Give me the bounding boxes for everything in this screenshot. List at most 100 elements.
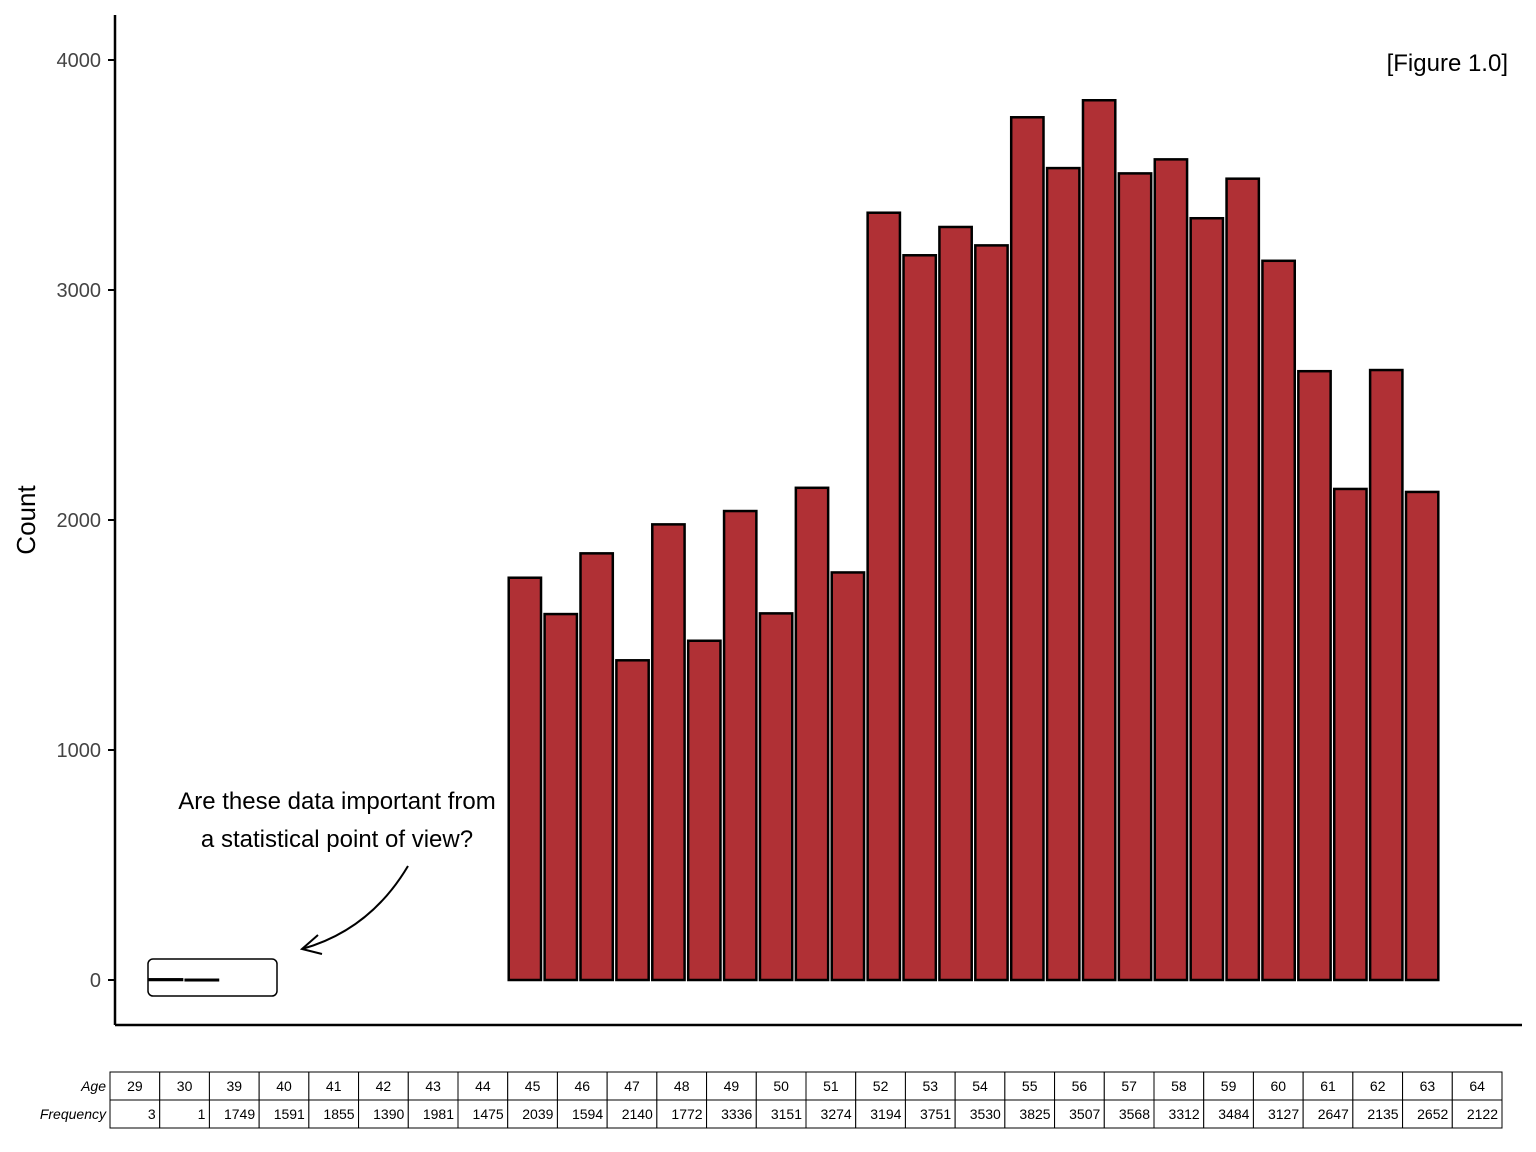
table-frequency-value: 3194 — [870, 1106, 901, 1122]
table-frequency-value: 2140 — [622, 1106, 653, 1122]
table-frequency-value: 3 — [148, 1106, 156, 1122]
table-cell-frequency — [805, 1099, 857, 1129]
table-age-value: 58 — [1171, 1078, 1187, 1094]
table-frequency-value: 3507 — [1069, 1106, 1100, 1122]
table-age-value: 52 — [873, 1078, 889, 1094]
table-age-value: 61 — [1320, 1078, 1336, 1094]
annotation-arrowhead — [299, 934, 323, 955]
table-age-value: 56 — [1072, 1078, 1088, 1094]
table-age-value: 57 — [1121, 1078, 1137, 1094]
table-cell-frequency — [358, 1099, 409, 1129]
table-age-value: 53 — [922, 1078, 938, 1094]
annotation-box — [147, 958, 278, 997]
table-cell-frequency — [407, 1099, 459, 1129]
table-cell-age — [954, 1071, 1006, 1101]
table-age-value: 50 — [773, 1078, 789, 1094]
table-cell-age — [755, 1071, 807, 1101]
table-frequency-value: 3336 — [721, 1106, 752, 1122]
table-frequency-value: 1594 — [572, 1106, 603, 1122]
table-cell-frequency — [1153, 1099, 1205, 1129]
table-frequency-value: 1591 — [274, 1106, 305, 1122]
table-cell-frequency — [904, 1099, 956, 1129]
y-tick-label: 4000 — [57, 50, 102, 72]
table-row-label-frequency: Frequency — [40, 1106, 107, 1122]
table-age-value: 41 — [326, 1078, 342, 1094]
table-cell-frequency — [1103, 1099, 1155, 1129]
table-age-value: 42 — [376, 1078, 392, 1094]
y-tick-label: 2000 — [57, 510, 102, 532]
table-cell-age — [706, 1071, 757, 1101]
bar — [938, 225, 973, 982]
table-cell-age — [457, 1071, 509, 1101]
table-cell-frequency — [1203, 1099, 1254, 1129]
table-frequency-value: 3151 — [771, 1106, 802, 1122]
table-cell-age — [159, 1071, 210, 1101]
table-age-value: 40 — [276, 1078, 292, 1094]
table-age-value: 48 — [674, 1078, 690, 1094]
table-age-value: 55 — [1022, 1078, 1038, 1094]
annotation-line-1: Are these data important from — [178, 788, 495, 815]
table-age-value: 47 — [624, 1078, 640, 1094]
table-frequency-value: 3530 — [970, 1106, 1001, 1122]
bar — [1153, 158, 1189, 982]
table-age-value: 30 — [177, 1078, 193, 1094]
table-cell-age — [407, 1071, 459, 1101]
table-cell-age — [556, 1071, 608, 1101]
table-age-value: 62 — [1370, 1078, 1386, 1094]
table-cell-frequency — [1352, 1099, 1404, 1129]
bar — [1332, 487, 1368, 982]
bar — [579, 552, 615, 982]
table-age-value: 60 — [1270, 1078, 1286, 1094]
table-cell-frequency — [1252, 1099, 1304, 1129]
bar — [615, 659, 650, 982]
y-tick-label: 1000 — [57, 740, 102, 762]
table-frequency-value: 3484 — [1218, 1106, 1249, 1122]
table-frequency-value: 2039 — [522, 1106, 553, 1122]
table-cell-frequency — [1054, 1099, 1105, 1129]
table-frequency-value: 1981 — [423, 1106, 454, 1122]
table-cell-age — [1352, 1071, 1404, 1101]
bar — [1009, 116, 1045, 982]
annotation-line-2: a statistical point of view? — [201, 826, 473, 853]
y-axis-title: Count — [11, 485, 41, 555]
bar — [1368, 368, 1404, 982]
bar — [902, 254, 938, 982]
y-tick-label: 0 — [90, 970, 101, 992]
table-cell-age — [208, 1071, 260, 1101]
bar — [651, 523, 686, 982]
y-tick-label: 3000 — [57, 280, 102, 302]
annotation-arrow — [301, 865, 409, 950]
table-frequency-value: 2647 — [1318, 1106, 1349, 1122]
table-age-value: 54 — [972, 1078, 988, 1094]
table-frequency-value: 3274 — [821, 1106, 852, 1122]
table-cell-frequency — [1451, 1099, 1503, 1129]
bar — [148, 978, 184, 982]
table-age-value: 43 — [425, 1078, 441, 1094]
table-cell-frequency — [109, 1099, 161, 1129]
table-age-value: 64 — [1469, 1078, 1485, 1094]
bar — [794, 486, 830, 982]
bar — [1045, 166, 1081, 982]
bar — [507, 576, 543, 982]
table-age-value: 59 — [1221, 1078, 1237, 1094]
table-frequency-value: 2135 — [1367, 1106, 1398, 1122]
bar — [1081, 99, 1117, 982]
table-frequency-value: 1390 — [373, 1106, 404, 1122]
table-age-value: 46 — [574, 1078, 590, 1094]
table-frequency-value: 3127 — [1268, 1106, 1299, 1122]
bar — [686, 639, 722, 982]
table-cell-frequency — [1402, 1099, 1453, 1129]
y-axis-ticks: 0 1000 2000 3000 4000 — [57, 50, 115, 992]
bar — [974, 244, 1009, 982]
bar — [1404, 490, 1440, 982]
bar — [830, 571, 866, 982]
bar — [758, 612, 794, 982]
table-cell-age — [1153, 1071, 1205, 1101]
bar — [866, 211, 902, 982]
table-frequency-value: 1749 — [224, 1106, 255, 1122]
table-cell-frequency — [706, 1099, 757, 1129]
table-cell-frequency — [159, 1099, 210, 1129]
bar — [1225, 177, 1261, 982]
bar — [1117, 172, 1153, 982]
